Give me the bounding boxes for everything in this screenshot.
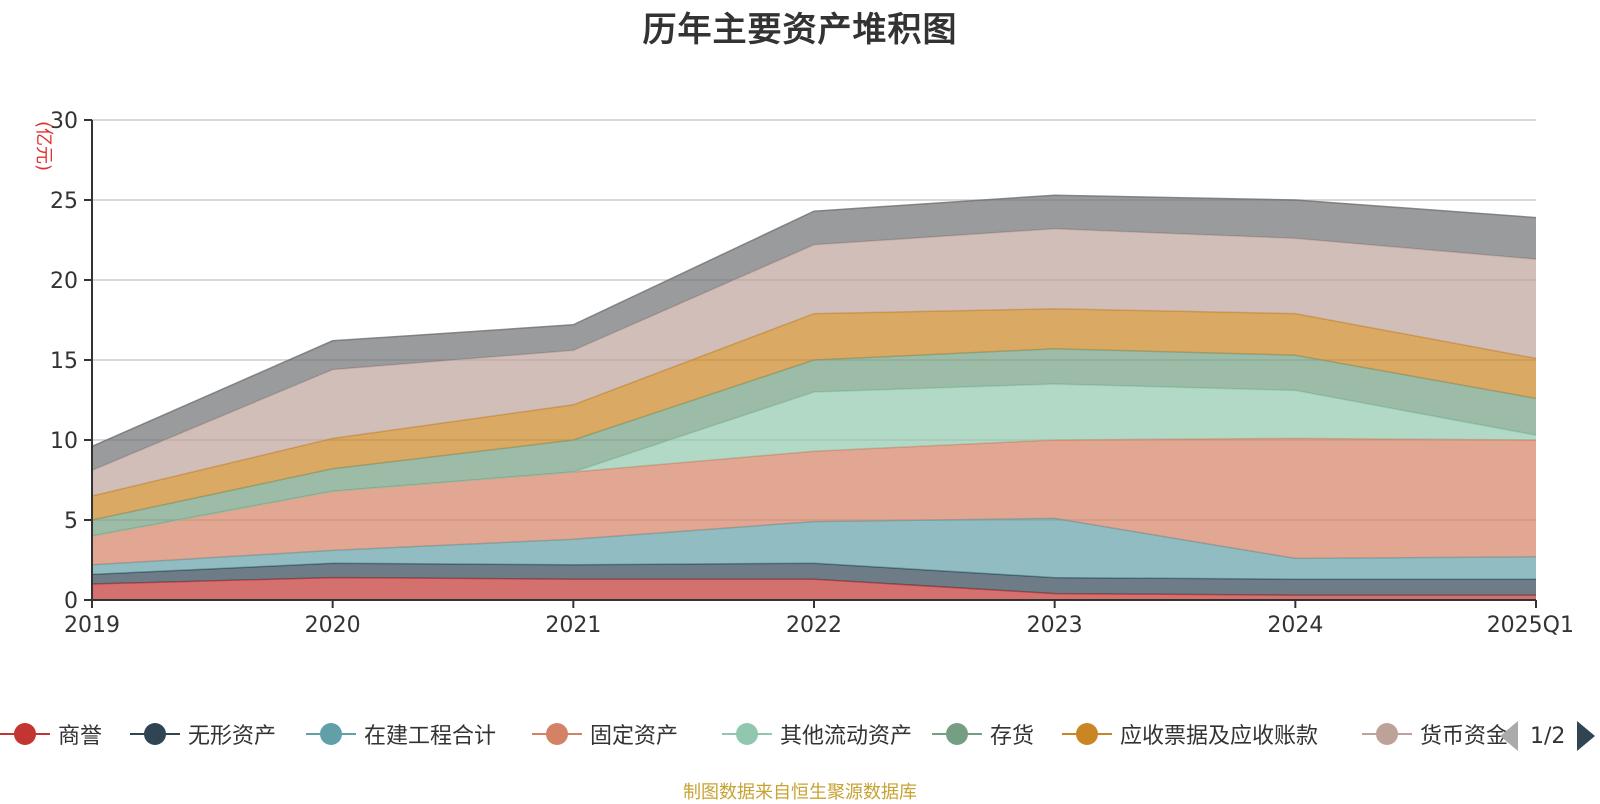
legend-item-3[interactable]: 固定资产 — [532, 712, 678, 756]
legend-swatch-dot-0 — [14, 723, 36, 745]
y-tick-label-1: 5 — [64, 509, 78, 534]
legend-swatch-0 — [0, 719, 50, 749]
chart-title: 历年主要资产堆积图 — [642, 10, 958, 50]
legend-label-2: 在建工程合计 — [364, 724, 497, 749]
area-series-1 — [92, 563, 1536, 596]
y-tick-label-5: 25 — [50, 189, 78, 214]
legend-item-7[interactable]: 货币资金 — [1362, 712, 1508, 756]
legend-label-7: 货币资金 — [1420, 724, 1509, 749]
legend-page-indicator: 1/2 — [1530, 723, 1566, 749]
legend-label-6: 应收票据及应收账款 — [1120, 724, 1319, 749]
axes: 0 5 10 15 20 25 30 2019 2020 2021 2022 2023 2024 2025… — [33, 109, 1574, 638]
legend-swatch-7 — [1362, 719, 1412, 749]
y-tick-label-2: 10 — [50, 429, 78, 454]
legend-swatch-3 — [532, 719, 582, 749]
x-tick-label-1: 2020 — [305, 613, 361, 638]
legend-swatch-2 — [306, 719, 356, 749]
y-tick-label-0: 0 — [64, 589, 78, 614]
x-tick-label-5: 2024 — [1267, 613, 1323, 638]
x-tick-label-6: 2025Q1 — [1487, 613, 1574, 638]
y-tick-label-3: 15 — [50, 349, 78, 374]
data-source-note: 制图数据来自恒生聚源数据库 — [683, 782, 917, 803]
y-tick-label-4: 20 — [50, 269, 78, 294]
area-series-2 — [92, 518, 1536, 580]
legend-label-3: 固定资产 — [590, 724, 679, 749]
area-series-4 — [92, 384, 1536, 536]
area-series-6 — [92, 308, 1536, 520]
legend-swatch-dot-6 — [1076, 723, 1098, 745]
legend-item-2[interactable]: 在建工程合计 — [306, 712, 496, 756]
area-series-8 — [92, 195, 1536, 471]
area-series-3 — [92, 438, 1536, 565]
legend-swatch-5 — [932, 719, 982, 749]
stacked-areas — [91, 194, 1537, 600]
legend-pager: 1/2 — [1500, 716, 1600, 756]
legend-next-page-button[interactable] — [1577, 721, 1596, 751]
legend-label-0: 商誉 — [58, 724, 103, 749]
x-tick-label-3: 2022 — [786, 613, 842, 638]
x-tick-label-2: 2021 — [545, 613, 601, 638]
legend-label-4: 其他流动资产 — [780, 724, 913, 749]
legend-item-4[interactable]: 其他流动资产 — [722, 712, 912, 756]
legend-swatch-6 — [1062, 719, 1112, 749]
legend-prev-page-button[interactable] — [1500, 721, 1518, 751]
legend-swatch-dot-2 — [320, 723, 342, 745]
legend-label-1: 无形资产 — [188, 724, 277, 749]
legend-item-1[interactable]: 无形资产 — [130, 712, 276, 756]
legend-swatch-dot-7 — [1376, 723, 1398, 745]
area-series-5 — [92, 348, 1536, 536]
legend-item-6[interactable]: 应收票据及应收账款 — [1062, 712, 1318, 756]
legend-item-5[interactable]: 存货 — [932, 712, 1034, 756]
legend-swatch-4 — [722, 719, 772, 749]
legend-item-0[interactable]: 商誉 — [0, 712, 102, 756]
x-tick-label-0: 2019 — [64, 613, 120, 638]
legend-swatch-1 — [130, 719, 180, 749]
y-axis-label: (亿元) — [33, 121, 54, 171]
y-tick-label-6: 30 — [50, 109, 78, 134]
legend-label-5: 存货 — [990, 724, 1035, 749]
legend: 商誉 无形资产 在建工程合计 固定资产 其他流动资产 存货 应收票据及应收账款 货币资金 — [0, 712, 1510, 756]
area-series-7 — [92, 228, 1536, 497]
legend-swatch-dot-1 — [144, 723, 166, 745]
legend-swatch-dot-3 — [546, 723, 568, 745]
legend-swatch-dot-4 — [736, 723, 758, 745]
legend-swatch-dot-5 — [946, 723, 968, 745]
area-edge-series-8 — [91, 194, 1537, 448]
x-tick-label-4: 2023 — [1027, 613, 1083, 638]
